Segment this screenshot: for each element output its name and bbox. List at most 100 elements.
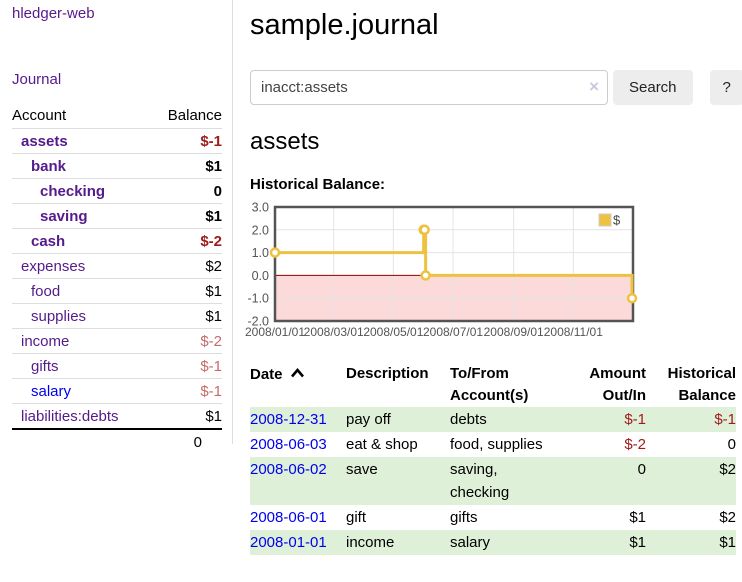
accounts-table: Account Balance assets $-1 bank $1 checking 0… [12, 107, 222, 454]
transaction-description: save [346, 461, 378, 478]
data-point-marker [269, 247, 281, 258]
data-point-marker [419, 224, 430, 236]
data-point-marker [420, 270, 431, 281]
y-axis-tick-label: 2.0 [252, 223, 269, 237]
sidebar-account-link[interactable]: gifts [31, 357, 59, 375]
sidebar-account-link[interactable]: cash [31, 232, 66, 250]
account-balance: $1 [151, 278, 222, 304]
y-axis-tick-label: -1.0 [247, 292, 269, 306]
transaction-accounts: food, supplies [450, 436, 543, 453]
x-axis-tick-label: 2008/11/01 [544, 325, 603, 339]
y-axis-tick-label: 3.0 [252, 202, 269, 215]
transaction-date-link[interactable]: 2008-06-01 [250, 509, 327, 526]
x-axis-tick-label: 2008/07/01 [423, 325, 483, 339]
sidebar-account-link[interactable]: income [21, 332, 70, 350]
register-header-description: Description [346, 365, 429, 382]
sidebar-account-link[interactable]: expenses [21, 257, 86, 275]
register-header-accounts: To/From Account(s) [450, 365, 529, 404]
account-row: saving $1 [12, 203, 222, 229]
sidebar: hledger-web Journal Account Balance asse… [0, 0, 233, 454]
register-row[interactable]: 2008-12-31 pay off debts $-1 $-1 [250, 407, 736, 432]
y-axis-tick-label: -2.0 [247, 315, 269, 329]
accounts-header-account: Account [12, 107, 67, 124]
account-row: checking 0 [12, 178, 222, 204]
transaction-description: income [346, 534, 395, 551]
transaction-amount: $-2 [624, 436, 646, 453]
register-row[interactable]: 2008-06-01 gift gifts $1 $2 [250, 505, 736, 530]
register-header-date[interactable]: Date [250, 363, 346, 407]
sidebar-account-link[interactable]: bank [31, 157, 67, 175]
register-header-balance: Historical Balance [667, 365, 736, 404]
sidebar-account-link[interactable]: checking [40, 182, 106, 200]
sort-caret-up-icon [290, 363, 305, 385]
transaction-accounts: debts [450, 411, 487, 428]
x-axis-tick-label: 2008/09/01 [484, 325, 544, 339]
sidebar-account-link[interactable]: food [31, 282, 61, 300]
account-balance: $-1 [151, 353, 222, 379]
account-heading: assets [250, 128, 320, 155]
search-input[interactable] [250, 70, 608, 105]
account-row: supplies $1 [12, 303, 222, 329]
search-button[interactable]: Search [613, 70, 693, 105]
account-row: food $1 [12, 278, 222, 304]
transaction-description: gift [346, 509, 367, 526]
sidebar-account-link[interactable]: saving [40, 207, 88, 225]
transaction-description: eat & shop [346, 436, 418, 453]
account-row: income $-2 [12, 328, 222, 354]
account-balance: $2 [151, 253, 222, 279]
accounts-table-body: assets $-1 bank $1 checking 0 saving $1 cash $-2 e… [12, 128, 222, 429]
transaction-balance: $1 [719, 534, 736, 551]
transaction-balance: $2 [719, 509, 736, 526]
legend-label: $ [613, 213, 621, 228]
account-row: expenses $2 [12, 253, 222, 279]
transaction-description: pay off [346, 411, 391, 428]
register-row[interactable]: 2008-01-01 income salary $1 $1 [250, 530, 736, 555]
account-balance: 0 [151, 178, 222, 204]
clear-search-icon[interactable]: × [589, 77, 599, 96]
page-title: sample.journal [250, 9, 439, 41]
main-content: sample.journal × Search ? assets Histori… [245, 0, 742, 555]
sidebar-account-link[interactable]: assets [21, 132, 68, 150]
historical-balance-chart[interactable]: 3.0 2.0 1.0 0.0 -1.0 -2.02008/01/012008/03/01… [240, 202, 720, 342]
transaction-date-link[interactable]: 2008-01-01 [250, 534, 327, 551]
accounts-header-balance: Balance [167, 107, 222, 124]
account-row: assets $-1 [12, 128, 222, 154]
account-balance: $1 [151, 303, 222, 329]
register-header-row: Date Description To/From Account(s) Amou… [250, 363, 736, 407]
register-header-amount: Amount Out/In [589, 365, 646, 404]
transaction-amount: 0 [637, 461, 646, 478]
account-row: bank $1 [12, 153, 222, 179]
sidebar-account-link[interactable]: supplies [31, 307, 87, 325]
register-table: Date Description To/From Account(s) Amou… [250, 363, 736, 555]
y-axis-tick-label: 1.0 [252, 246, 269, 260]
search-help-button[interactable]: ? [709, 70, 742, 105]
transaction-date-link[interactable]: 2008-12-31 [250, 411, 327, 428]
account-balance: $1 [151, 403, 222, 429]
transaction-amount: $1 [629, 509, 646, 526]
data-point-marker [626, 292, 638, 304]
sidebar-account-link[interactable]: liabilities:debts [21, 407, 119, 425]
account-balance: $-1 [151, 128, 222, 154]
app-brand-link[interactable]: hledger-web [12, 5, 95, 22]
accounts-total-value: 0 [12, 428, 222, 454]
sidebar-account-link[interactable]: salary [31, 382, 72, 400]
sidebar-item-journal[interactable]: Journal [12, 71, 62, 88]
account-row: liabilities:debts $1 [12, 403, 222, 429]
account-balance: $-1 [151, 378, 222, 404]
transaction-date-link[interactable]: 2008-06-02 [250, 461, 327, 478]
search-form: × Search ? [250, 70, 742, 105]
x-axis-tick-label: 2008/03/01 [304, 325, 364, 339]
y-axis-tick-label: 0.0 [252, 269, 269, 283]
transaction-date-link[interactable]: 2008-06-03 [250, 436, 327, 453]
transaction-amount: $-1 [624, 411, 646, 428]
transaction-balance: 0 [727, 436, 736, 453]
accounts-total-row: 0 [12, 428, 222, 454]
account-row: salary $-1 [12, 378, 222, 404]
transaction-accounts: gifts [450, 509, 478, 526]
transaction-accounts: saving, checking [450, 461, 510, 501]
register-row[interactable]: 2008-06-02 save saving, checking 0 $2 [250, 457, 736, 505]
transaction-accounts: salary [450, 534, 491, 551]
register-row[interactable]: 2008-06-03 eat & shop food, supplies $-2 0 [250, 432, 736, 457]
legend-swatch [598, 213, 612, 227]
account-balance: $1 [151, 153, 222, 179]
